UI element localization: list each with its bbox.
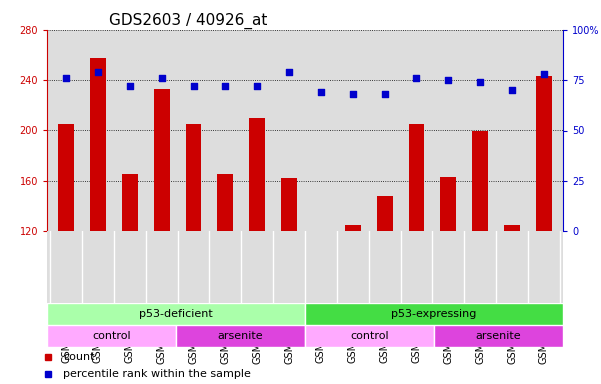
Bar — [305, 325, 434, 347]
Bar — [58, 124, 74, 231]
Bar — [154, 89, 169, 231]
Point — [348, 91, 358, 98]
Point — [252, 83, 262, 89]
Bar — [472, 131, 488, 231]
Bar — [409, 124, 424, 231]
Point — [157, 75, 166, 81]
Bar — [249, 118, 265, 231]
Point — [507, 87, 517, 93]
Bar — [377, 196, 392, 231]
Text: percentile rank within the sample: percentile rank within the sample — [63, 369, 251, 379]
Bar — [47, 303, 305, 325]
Bar — [441, 177, 456, 231]
Text: arsenite: arsenite — [475, 331, 521, 341]
Text: p53-deficient: p53-deficient — [139, 309, 213, 319]
Text: arsenite: arsenite — [218, 331, 263, 341]
Bar — [345, 225, 361, 231]
Bar — [434, 325, 563, 347]
Bar — [186, 124, 201, 231]
Point — [380, 91, 389, 98]
Point — [475, 79, 485, 85]
Text: control: control — [350, 331, 389, 341]
Point — [284, 69, 294, 75]
Point — [189, 83, 198, 89]
Bar — [281, 178, 297, 231]
Text: count: count — [63, 352, 94, 362]
Text: p53-expressing: p53-expressing — [391, 309, 477, 319]
Point — [125, 83, 135, 89]
Bar — [176, 325, 305, 347]
Bar — [536, 76, 552, 231]
Text: control: control — [92, 331, 131, 341]
Bar — [305, 303, 563, 325]
Point — [221, 83, 230, 89]
Point — [412, 75, 421, 81]
Text: GDS2603 / 40926_at: GDS2603 / 40926_at — [109, 12, 267, 29]
Bar — [90, 58, 106, 231]
Bar — [47, 325, 176, 347]
Bar — [504, 225, 520, 231]
Point — [316, 89, 326, 95]
Bar — [122, 174, 138, 231]
Point — [444, 77, 453, 83]
Point — [539, 71, 549, 77]
Point — [61, 75, 71, 81]
Bar — [218, 174, 233, 231]
Point — [93, 69, 103, 75]
